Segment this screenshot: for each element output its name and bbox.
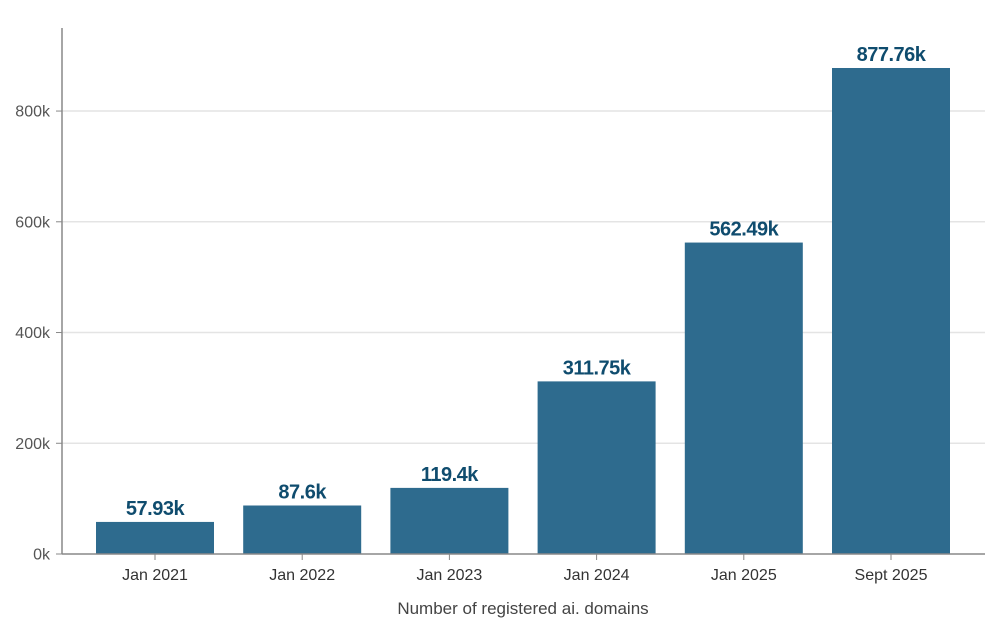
x-axis-title: Number of registered ai. domains (397, 599, 648, 618)
gridlines (62, 110, 985, 445)
data-label: 57.93k (126, 498, 186, 520)
x-tick-label: Jan 2024 (564, 567, 630, 584)
x-tick-labels: Jan 2021 Jan 2022 Jan 2023 Jan 2024 Jan 2025… (122, 554, 928, 584)
data-label: 87.6k (278, 481, 327, 503)
y-tick-label: 600k (15, 214, 51, 231)
bar (243, 505, 362, 554)
data-label: 562.49k (709, 219, 779, 241)
data-label: 311.75k (563, 357, 632, 379)
x-tick-label: Jan 2022 (269, 567, 335, 584)
bar (96, 521, 214, 554)
y-tick-label: 200k (15, 436, 51, 453)
y-tick-label: 800k (15, 104, 51, 121)
y-tick-label: 0k (33, 547, 51, 564)
bar (390, 487, 509, 554)
x-tick-label: Jan 2023 (416, 567, 482, 584)
y-tick-label: 400k (15, 325, 51, 342)
x-tick-label: Sept 2025 (855, 567, 928, 584)
x-tick-label: Jan 2025 (711, 567, 777, 584)
x-tick-label: Jan 2021 (122, 567, 188, 584)
bars (96, 67, 950, 555)
data-labels: 57.93k 87.6k 119.4k 311.75k 562.49k 877.76k (126, 44, 927, 520)
data-label: 119.4k (421, 464, 479, 486)
bar (832, 67, 950, 555)
y-tick-labels: 0k 200k 400k 600k 800k (15, 104, 62, 564)
bar (537, 381, 656, 554)
data-label: 877.76k (857, 44, 927, 66)
axes (61, 28, 985, 555)
bar (684, 242, 803, 554)
